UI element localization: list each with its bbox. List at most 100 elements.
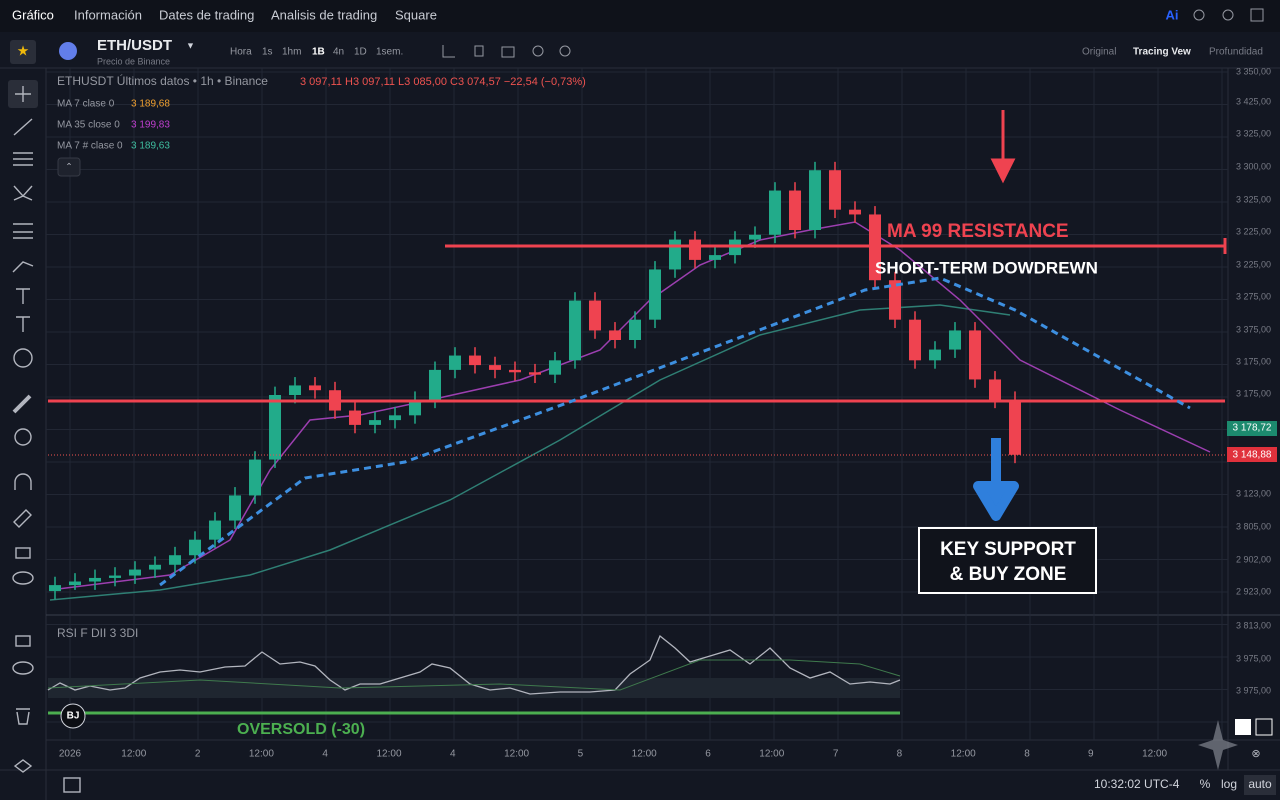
candle-body: [69, 581, 81, 586]
candle-body: [709, 255, 721, 260]
toolbar-icon[interactable]: [474, 45, 484, 57]
eye-tool[interactable]: [12, 571, 34, 585]
support-arrow: [973, 438, 1019, 521]
lines-tool[interactable]: [13, 152, 33, 166]
candle-body: [129, 569, 141, 576]
nav-item[interactable]: Gráfico: [12, 7, 54, 22]
a-button[interactable]: [1235, 719, 1251, 735]
interval[interactable]: 1sem.: [376, 47, 403, 58]
price-tag-text: 3 178,72: [1233, 423, 1272, 434]
status-buttons: % log auto: [1200, 775, 1276, 795]
toolbar-icon[interactable]: [442, 45, 455, 58]
time-label: 8: [1024, 749, 1030, 760]
interval[interactable]: 1hm: [282, 47, 301, 58]
price-label: 3 805,00: [1236, 521, 1271, 531]
nav-item[interactable]: Dates de trading: [159, 7, 254, 22]
toolbar-icon[interactable]: [501, 46, 515, 58]
candle-body: [789, 190, 801, 230]
views: Original Tracing Vew Profundidad: [1082, 47, 1263, 58]
nav-item[interactable]: Analisis de trading: [271, 7, 377, 22]
symbol[interactable]: ETH/USDT: [97, 37, 172, 54]
pencil-tool[interactable]: [13, 509, 32, 528]
price-label: 3 300,00: [1236, 161, 1271, 171]
scale-button[interactable]: auto: [1248, 777, 1272, 791]
candle-body: [949, 330, 961, 350]
reset-icon[interactable]: ⊗: [1251, 748, 1260, 760]
ma-name: MA 7 clase 0: [57, 99, 115, 110]
collapse-icon: ⌃: [65, 161, 73, 171]
scale-button[interactable]: log: [1221, 777, 1237, 791]
emoji-tool[interactable]: [13, 348, 33, 368]
time-axis: 2026 12:00 2 12:00 4 12:00 4 12:00 5 12:00 6 12:00 7…: [59, 748, 1261, 760]
line-tool[interactable]: [13, 118, 33, 136]
symbol-dropdown[interactable]: ▼: [186, 40, 195, 50]
interval[interactable]: Hora: [230, 47, 252, 58]
legend-title: ETHUSDT Últimos datos • 1h • Binance: [57, 73, 268, 88]
fib-tool[interactable]: [13, 223, 33, 239]
lock-tool[interactable]: [15, 547, 31, 559]
interval[interactable]: 1D: [354, 47, 367, 58]
nav-item[interactable]: Square: [395, 7, 437, 22]
interval[interactable]: 1B: [312, 47, 325, 58]
ai-button[interactable]: Ai: [1166, 7, 1179, 22]
interval[interactable]: 4n: [333, 47, 344, 58]
magnet-tool[interactable]: [14, 473, 32, 490]
time-label: 5: [578, 749, 584, 760]
lock-tool-2[interactable]: [15, 635, 31, 647]
time-label: 7: [833, 749, 839, 760]
view-tab[interactable]: Profundidad: [1209, 47, 1263, 58]
candle-body: [829, 170, 841, 210]
candle-body: [249, 459, 261, 496]
toolbar-icon[interactable]: [559, 45, 571, 57]
zoom-tool[interactable]: [14, 428, 32, 446]
candle-body: [229, 495, 241, 521]
price-label: 2 923,00: [1236, 586, 1271, 596]
support-box: [918, 527, 1097, 594]
price-axis: 3 350,00 3 425,00 3 325,00 3 300,00 3 325,00…: [1236, 66, 1271, 596]
candle-body: [929, 349, 941, 361]
cross-icon: [15, 86, 31, 102]
price-label: 3 175,00: [1236, 356, 1271, 366]
candle-body: [429, 369, 441, 400]
interval[interactable]: 1s: [262, 47, 273, 58]
download-icon[interactable]: [1250, 8, 1264, 22]
time-label: 6: [705, 749, 711, 760]
ma-name: MA 35 close 0: [57, 120, 120, 131]
clock: 10:32:02 UTC-4: [1094, 777, 1180, 791]
intervals: Hora 1s 1hm 1B 4n 1D 1sem.: [230, 45, 571, 58]
toolbar-icon[interactable]: [532, 45, 544, 57]
candle-body: [349, 410, 361, 425]
auto-bg[interactable]: [1244, 775, 1276, 795]
resistance-label: MA 99 RESISTANCE: [887, 221, 1069, 242]
brush-tool[interactable]: [12, 261, 34, 273]
trash-tool[interactable]: [16, 708, 30, 725]
candle-body: [589, 300, 601, 331]
price-label: 2 902,00: [1236, 554, 1271, 564]
nav: Gráfico Información Dates de trading Analis…: [12, 7, 437, 22]
ruler-tool[interactable]: [12, 394, 32, 414]
candle-body: [149, 564, 161, 570]
text-tool[interactable]: [16, 288, 30, 304]
settings-icon[interactable]: [1222, 9, 1234, 21]
nav-item[interactable]: Información: [74, 7, 142, 22]
scale-button[interactable]: %: [1200, 777, 1211, 791]
price-label: 3 225,00: [1236, 226, 1271, 236]
l-button[interactable]: [1255, 718, 1273, 736]
candle-body: [449, 355, 461, 370]
pattern-tool[interactable]: [13, 185, 33, 201]
layers-tool[interactable]: [13, 759, 33, 773]
eye-tool-2[interactable]: [12, 661, 34, 675]
text-tool-2[interactable]: [16, 316, 30, 332]
collapse-button[interactable]: [57, 157, 81, 177]
rsi-line: [47, 634, 901, 695]
calendar-icon[interactable]: [63, 777, 81, 793]
ma-slow-line: [49, 304, 1011, 601]
view-tab[interactable]: Tracing Vew: [1133, 47, 1191, 58]
bell-icon[interactable]: [1193, 9, 1205, 21]
favorite[interactable]: [10, 40, 36, 64]
ma-legend: MA 7 clase 0 3 189,68 MA 35 close 0 3 199,8…: [57, 99, 170, 152]
candle-body: [849, 209, 861, 215]
rsi-axis-label: 3 813,00: [1236, 620, 1271, 630]
view-tab[interactable]: Original: [1082, 47, 1116, 58]
